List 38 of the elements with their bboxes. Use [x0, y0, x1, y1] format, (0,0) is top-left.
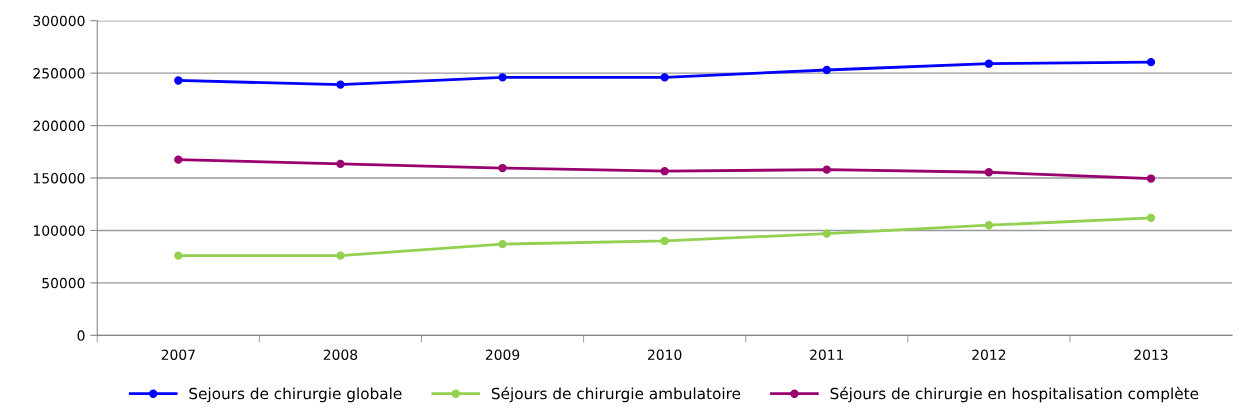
y-tick-label: 300000 — [33, 15, 85, 27]
point — [336, 80, 345, 89]
y-tick-label: 0 — [77, 330, 85, 341]
legend-label: Séjours de chirurgie en hospitalisation complète — [830, 386, 1199, 403]
point — [174, 251, 183, 260]
x-tick-label: 2007 — [161, 349, 195, 360]
point — [984, 59, 994, 68]
point — [1146, 213, 1156, 223]
x-tick-label: 2009 — [485, 349, 520, 360]
point — [660, 73, 669, 82]
y-tick-label: 150000 — [33, 172, 85, 184]
point — [336, 159, 345, 169]
point — [174, 76, 183, 85]
point — [498, 73, 507, 82]
x-tick-label: 2008 — [323, 349, 358, 360]
y-tick-label: 200000 — [33, 120, 85, 132]
legend-label: Séjours de chirurgie ambulatoire — [491, 386, 741, 403]
point — [1146, 57, 1156, 67]
point — [660, 167, 669, 176]
x-tick-label: 2013 — [1134, 349, 1168, 360]
y-tick-label: 50000 — [42, 277, 85, 289]
y-tick-label: 250000 — [33, 68, 85, 79]
point — [822, 229, 831, 238]
point — [174, 155, 183, 164]
point — [1146, 174, 1156, 183]
point — [660, 236, 669, 246]
x-tick-label: 2011 — [810, 349, 844, 360]
x-tick-label: 2012 — [972, 349, 1006, 360]
point — [336, 251, 345, 260]
x-tick-label: 2010 — [648, 349, 682, 360]
point — [984, 221, 994, 230]
point — [984, 168, 994, 177]
point — [822, 165, 831, 174]
legend-label: Sejours de chirurgie globale — [189, 387, 402, 403]
point — [498, 163, 507, 173]
point — [498, 239, 507, 249]
y-tick-label: 100000 — [33, 225, 85, 236]
point — [822, 65, 831, 75]
